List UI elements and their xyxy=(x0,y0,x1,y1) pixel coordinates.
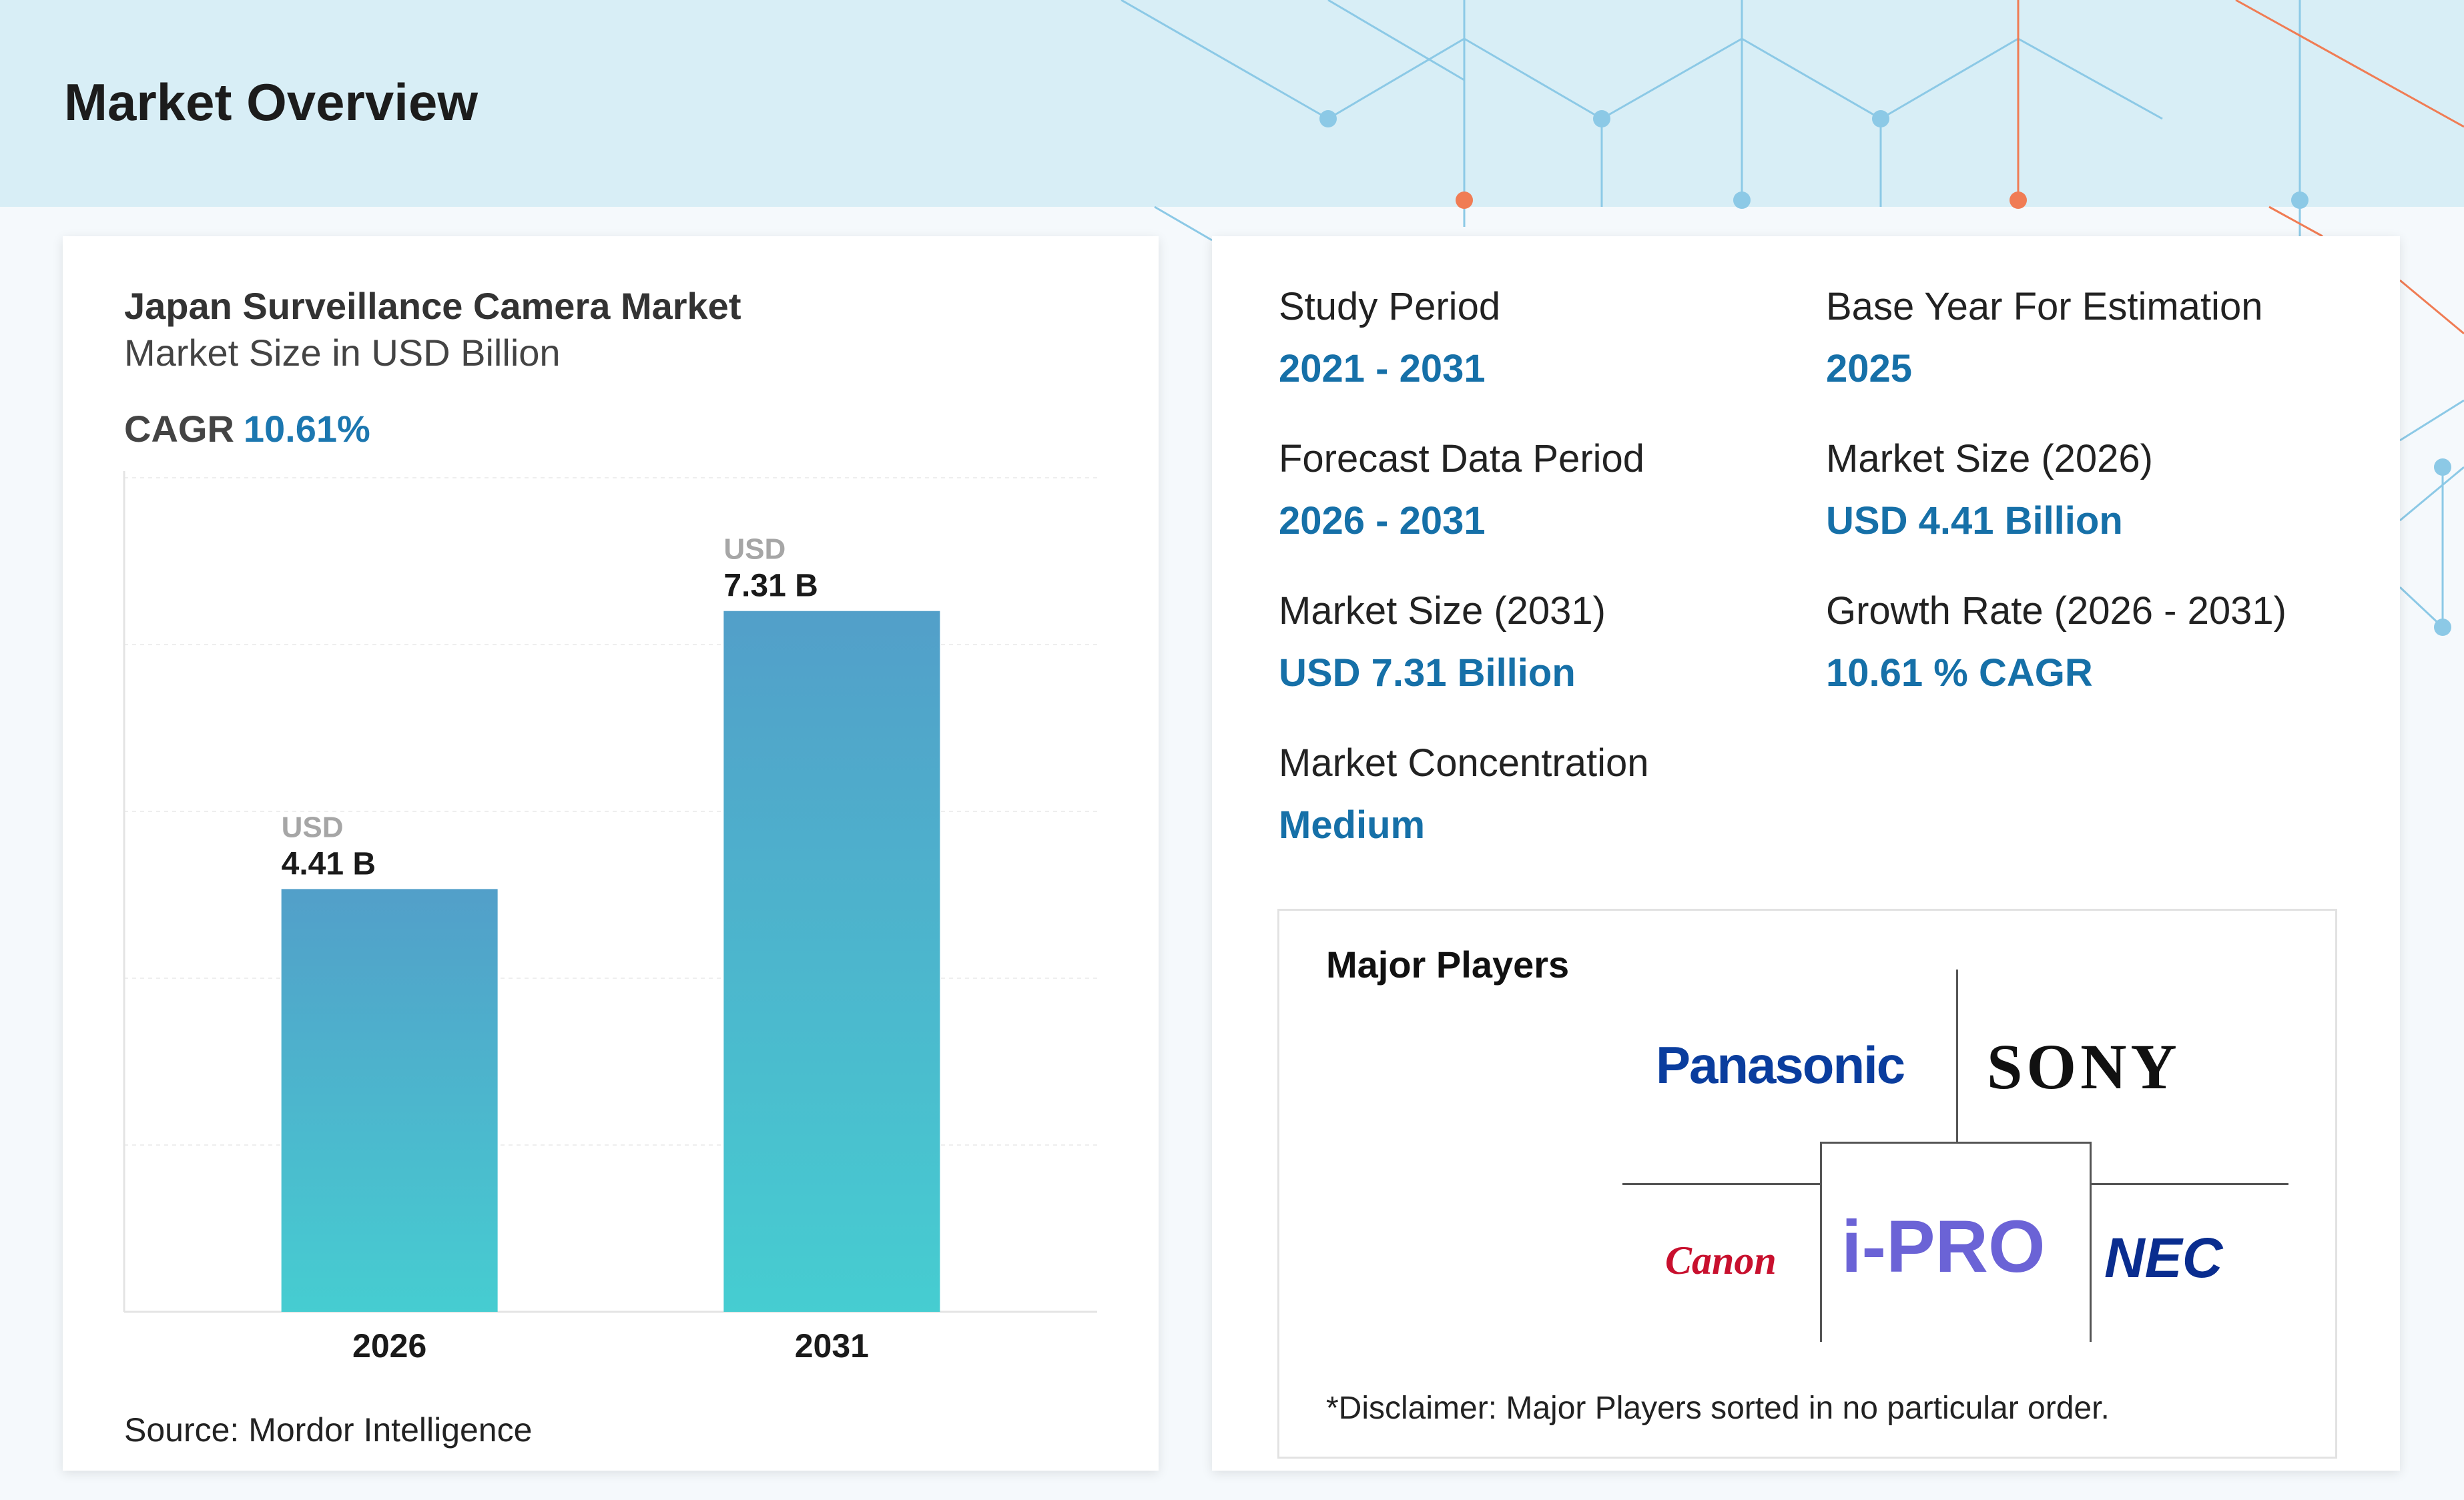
canon-logo: Canon xyxy=(1665,1238,1777,1282)
chart-title: Japan Surveillance Camera Market xyxy=(124,285,741,327)
major-players-box: Major Players Panasonic SONY Canon i-PRO… xyxy=(1277,909,2337,1459)
ipro-logo: i-PRO xyxy=(1841,1206,2046,1288)
data-label-value: 4.41 B xyxy=(282,846,376,881)
source-note: Source: Mordor Intelligence xyxy=(124,1411,533,1449)
x-tick-label: 2031 xyxy=(795,1327,869,1365)
market-facts-card: Study Period 2021 - 2031 Base Year For E… xyxy=(1212,236,2400,1471)
divider xyxy=(1820,1142,1822,1342)
fact-forecast-period: Forecast Data Period 2026 - 2031 xyxy=(1279,436,1644,543)
fact-base-year: Base Year For Estimation 2025 xyxy=(1826,284,2262,391)
fact-value: USD 7.31 Billion xyxy=(1279,651,1576,695)
fact-label: Growth Rate (2026 - 2031) xyxy=(1826,589,2286,633)
fact-growth-rate: Growth Rate (2026 - 2031) 10.61 % CAGR xyxy=(1826,589,2286,695)
cagr-value: 10.61% xyxy=(243,408,370,450)
fact-label: Market Concentration xyxy=(1279,741,1649,785)
fact-market-size-2026: Market Size (2026) USD 4.41 Billion xyxy=(1826,436,2153,543)
market-size-card: Japan Surveillance Camera Market Market … xyxy=(63,236,1159,1471)
fact-value: 2026 - 2031 xyxy=(1279,499,1486,542)
bar-2026 xyxy=(281,889,498,1312)
x-tick-label: 2026 xyxy=(352,1327,426,1365)
divider xyxy=(1956,970,1958,1143)
fact-market-size-2031: Market Size (2031) USD 7.31 Billion xyxy=(1279,589,1606,695)
fact-value: 2025 xyxy=(1826,347,1913,390)
nec-logo: NEC xyxy=(2104,1226,2223,1289)
cagr-label: CAGR xyxy=(124,408,234,450)
panasonic-logo: Panasonic xyxy=(1656,1036,1905,1094)
divider xyxy=(1820,1142,2091,1144)
data-label-prefix: USD xyxy=(723,533,786,566)
fact-label: Forecast Data Period xyxy=(1279,437,1645,480)
data-label-value: 7.31 B xyxy=(723,569,818,604)
fact-value: 2021 - 2031 xyxy=(1279,347,1486,390)
fact-value: 10.61 % CAGR xyxy=(1826,651,2093,695)
bar-2031 xyxy=(723,611,940,1312)
cagr-line: CAGR 10.61% xyxy=(124,407,370,450)
chart-subtitle: Market Size in USD Billion xyxy=(124,332,561,374)
fact-value: USD 4.41 Billion xyxy=(1826,499,2123,542)
fact-market-concentration: Market Concentration Medium xyxy=(1279,741,1648,847)
divider xyxy=(2090,1142,2092,1342)
fact-label: Study Period xyxy=(1279,285,1501,328)
fact-label: Market Size (2031) xyxy=(1279,589,1606,633)
major-players-title: Major Players xyxy=(1326,944,1570,986)
fact-label: Market Size (2026) xyxy=(1826,437,2153,480)
header-banner: Market Overview xyxy=(0,0,2464,207)
fact-label: Base Year For Estimation xyxy=(1826,285,2263,328)
sony-logo: SONY xyxy=(1987,1031,2181,1102)
fact-study-period: Study Period 2021 - 2031 xyxy=(1279,284,1500,391)
disclaimer-note: *Disclaimer: Major Players sorted in no … xyxy=(1326,1391,2110,1426)
data-label-prefix: USD xyxy=(282,811,344,843)
fact-value: Medium xyxy=(1279,803,1426,847)
page-title: Market Overview xyxy=(64,73,479,131)
divider xyxy=(2091,1183,2288,1185)
divider xyxy=(1622,1183,1820,1185)
